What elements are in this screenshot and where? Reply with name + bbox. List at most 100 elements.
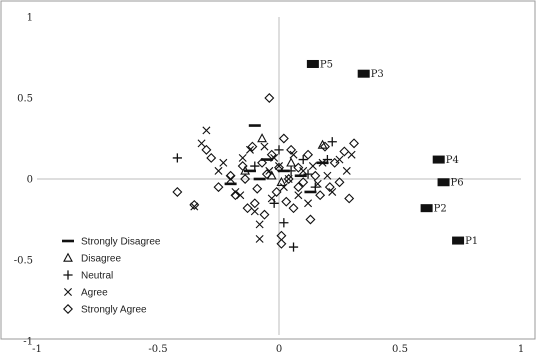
marker-dash: [248, 124, 261, 127]
marker-cross: [328, 187, 337, 196]
marker-plus: [303, 169, 313, 179]
marker-diamond: [310, 170, 321, 181]
marker-plus: [274, 145, 284, 155]
marker-plus: [172, 153, 182, 163]
marker-diamond: [259, 209, 270, 220]
legend-marker-dash: [62, 239, 74, 243]
labeled-point-label: P5: [320, 59, 333, 70]
marker-plus: [279, 218, 289, 228]
y-tick-label: 0: [27, 175, 33, 186]
labeled-point-marker: [420, 204, 433, 213]
marker-cross: [267, 194, 276, 203]
marker-diamond: [344, 193, 355, 204]
marker-diamond: [288, 203, 299, 214]
marker-plus: [298, 154, 308, 165]
marker-dash: [277, 169, 290, 173]
legend: Strongly Disagree Disagree Neutral Agree Str…: [62, 237, 161, 316]
y-tick-label: 1: [27, 13, 33, 24]
marker-diamond: [230, 190, 241, 201]
marker-cross: [289, 150, 298, 159]
marker-diamond: [252, 183, 263, 194]
labeled-point-label: P2: [434, 204, 447, 215]
marker-diamond: [303, 149, 314, 160]
legend-marker-plus: [63, 270, 73, 280]
labeled-point-marker: [306, 59, 319, 68]
legend-marker-triangle: [63, 252, 73, 262]
x-tick-label: 1: [518, 344, 524, 354]
marker-diamond: [172, 186, 183, 197]
marker-cross: [226, 175, 235, 183]
marker-cross: [231, 187, 240, 196]
marker-diamond: [320, 141, 330, 152]
chart-border: [0, 0, 536, 340]
data-markers: [172, 93, 359, 252]
marker-plus: [288, 242, 299, 252]
y-tick-label: 0.5: [17, 94, 33, 105]
y-tick-labels: 1 0.5 0 -0.5 -1: [14, 13, 33, 348]
marker-diamond: [206, 152, 217, 163]
legend-label: Strongly Agree: [81, 305, 147, 316]
marker-diamond: [247, 141, 258, 152]
labeled-point-marker: [452, 236, 465, 245]
marker-diamond: [315, 190, 326, 201]
marker-cross: [255, 220, 264, 229]
legend-label: Agree: [81, 288, 108, 299]
marker-diamond: [237, 161, 248, 172]
marker-diamond: [189, 199, 200, 210]
marker-diamond: [298, 177, 309, 188]
marker-diamond: [334, 177, 345, 188]
marker-diamond: [293, 162, 304, 173]
labeled-points: P1 P2 P3 P4 P5 P6: [306, 59, 478, 247]
marker-dash: [224, 182, 237, 186]
x-tick-label: 0.5: [392, 344, 408, 354]
marker-plus: [286, 166, 296, 176]
labeled-point-marker: [437, 178, 450, 187]
marker-cross: [294, 191, 303, 200]
marker-diamond: [324, 182, 335, 193]
marker-cross: [255, 234, 264, 243]
labeled-point-label: P3: [371, 69, 384, 80]
marker-diamond: [349, 138, 359, 149]
marker-cross: [347, 150, 356, 159]
marker-diamond: [249, 198, 260, 209]
legend-marker-diamond: [63, 304, 73, 314]
marker-cross: [219, 158, 228, 167]
labeled-point-marker: [432, 155, 445, 164]
labeled-point-marker: [357, 69, 370, 78]
marker-diamond: [339, 146, 350, 157]
labeled-point-label: P6: [451, 178, 464, 189]
marker-cross: [318, 158, 327, 167]
x-tick-label: -0.5: [148, 344, 167, 354]
marker-cross: [279, 183, 288, 192]
marker-diamond: [266, 149, 277, 160]
marker-dash: [253, 177, 266, 181]
marker-diamond: [242, 203, 253, 214]
marker-plus: [269, 198, 279, 208]
marker-plus: [250, 161, 260, 171]
marker-cross: [299, 166, 308, 175]
marker-plus: [322, 154, 332, 165]
marker-plus: [310, 182, 320, 192]
marker-cross: [197, 139, 206, 148]
marker-cross: [265, 166, 274, 175]
legend-label: Disagree: [81, 254, 121, 265]
marker-diamond: [274, 162, 284, 173]
marker-dash: [294, 174, 307, 178]
marker-cross: [270, 153, 279, 162]
marker-cross: [250, 207, 259, 216]
marker-dash: [243, 169, 256, 173]
marker-diamond: [271, 186, 282, 197]
marker-plus: [327, 137, 337, 147]
marker-cross: [342, 166, 351, 175]
labeled-point-label: P1: [465, 236, 478, 247]
x-tick-label: 0: [276, 344, 282, 354]
marker-diamond: [261, 169, 272, 180]
marker-cross: [245, 145, 254, 154]
legend-label: Strongly Disagree: [81, 237, 161, 248]
marker-cross: [313, 179, 322, 188]
marker-cross: [238, 153, 247, 162]
marker-diamond: [293, 182, 304, 193]
marker-diamond: [257, 157, 268, 168]
marker-cross: [304, 199, 313, 208]
